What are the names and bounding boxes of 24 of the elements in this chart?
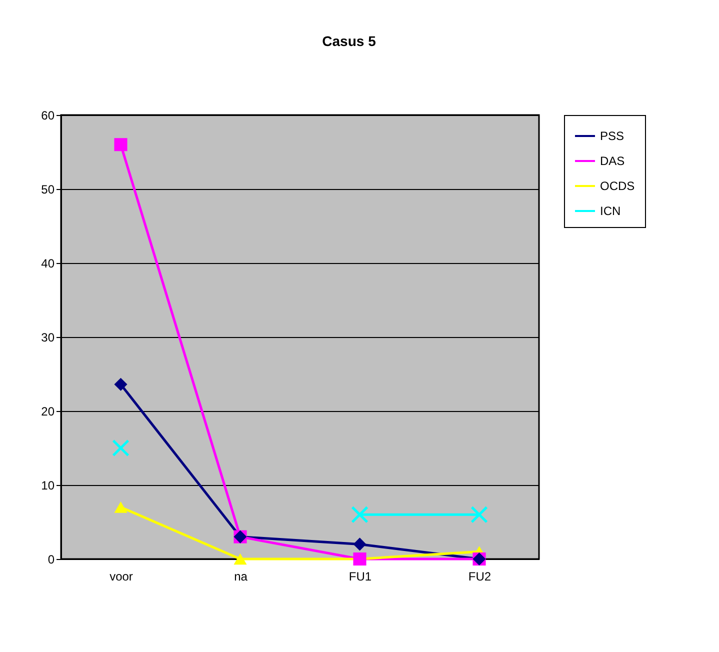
y-tick-label: 10 bbox=[41, 478, 55, 492]
y-tick-label: 20 bbox=[41, 404, 55, 418]
x-tick-label: FU1 bbox=[348, 570, 372, 584]
legend-label: OCDS bbox=[600, 179, 635, 193]
point bbox=[234, 553, 247, 565]
point bbox=[353, 538, 366, 551]
x-tick-label: FU2 bbox=[468, 570, 492, 584]
legend-label: ICN bbox=[600, 204, 621, 218]
point bbox=[114, 378, 128, 391]
point bbox=[114, 138, 128, 152]
y-tick-label: 40 bbox=[41, 256, 55, 270]
point bbox=[114, 502, 128, 513]
legend-label: PSS bbox=[600, 129, 624, 143]
point bbox=[112, 439, 130, 457]
legend-label: DAS bbox=[600, 154, 625, 168]
chart-title: Casus 5 bbox=[322, 33, 376, 49]
y-tick-label: 0 bbox=[48, 552, 55, 566]
y-tick-label: 50 bbox=[41, 182, 55, 196]
y-tick-label: 30 bbox=[41, 330, 55, 344]
point bbox=[351, 506, 368, 524]
y-tick-label: 60 bbox=[41, 108, 55, 122]
point bbox=[470, 506, 488, 524]
x-tick-label: na bbox=[234, 570, 248, 584]
x-tick-label: voor bbox=[110, 570, 133, 584]
